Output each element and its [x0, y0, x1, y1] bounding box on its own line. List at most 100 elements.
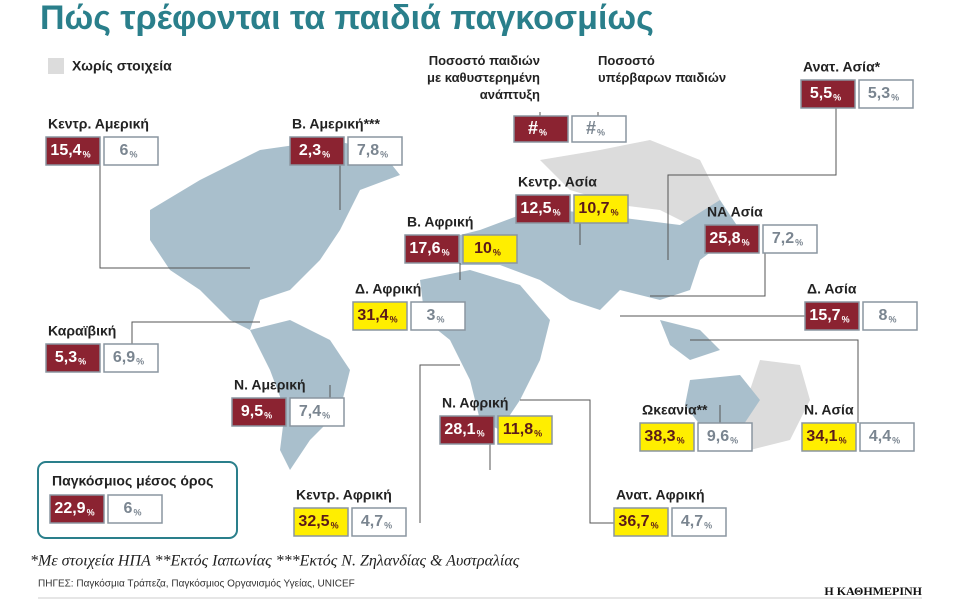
overweight-box [859, 422, 915, 452]
region-name: Καραϊβική [48, 323, 116, 339]
stunting-value: 9,5 [241, 403, 263, 420]
stunting-value: 36,7 [618, 513, 649, 530]
overweight-unit: % [380, 149, 388, 159]
stunting-unit: % [83, 149, 91, 159]
stunting-box [515, 194, 571, 224]
legend-box [513, 115, 569, 143]
region-name: ΝΑ Ασία [707, 204, 763, 220]
overweight-value: 8 [879, 307, 888, 324]
stunting-box [404, 234, 460, 264]
north-america [150, 140, 400, 330]
connector [690, 339, 859, 423]
stunting-value: 25,8 [709, 230, 740, 247]
overweight-box [103, 136, 159, 166]
overweight-box [573, 194, 629, 224]
stunting-unit: % [331, 520, 339, 530]
stunting-box [704, 224, 760, 254]
stunting-unit: % [390, 314, 398, 324]
overweight-box [462, 234, 518, 264]
sources: ΠΗΓΕΣ: Παγκόσμια Τράπεζα, Παγκόσμιος Οργ… [38, 578, 355, 590]
region-name: Κεντρ. Αμερική [48, 116, 149, 132]
overweight-box [347, 136, 403, 166]
world-frame [37, 461, 238, 539]
overweight-box [107, 494, 163, 524]
footnote: *Με στοιχεία ΗΠΑ **Εκτός Ιαπωνίας ***Εκτ… [30, 553, 520, 570]
connector [99, 165, 250, 269]
overweight-value: 6 [124, 500, 133, 517]
stunting-box [45, 136, 101, 166]
overweight-value: 6 [120, 142, 129, 159]
overweight-value: 4,4 [869, 428, 891, 445]
stunting-unit: % [264, 410, 272, 420]
region-name: Ωκεανία** [642, 402, 708, 418]
overweight-unit: % [611, 207, 619, 217]
stunting-box [352, 301, 408, 331]
stunting-box [639, 422, 695, 452]
stunting-unit: % [677, 435, 685, 445]
stunting-unit: % [442, 247, 450, 257]
no-data-swatch [48, 58, 64, 74]
south-america [250, 320, 350, 470]
stunting-box [49, 494, 105, 524]
overweight-box [858, 79, 914, 109]
legend-unit: % [539, 127, 547, 137]
legend-no-data: Χωρίς στοιχεία [72, 58, 172, 74]
stunting-unit: % [477, 428, 485, 438]
overweight-unit: % [704, 520, 712, 530]
overweight-box [862, 301, 918, 331]
stunting-unit: % [322, 149, 330, 159]
stunting-box [800, 79, 856, 109]
overweight-value: 11,8 [503, 421, 533, 438]
overweight-value: 9,6 [707, 428, 729, 445]
overweight-unit: % [493, 247, 501, 257]
stunting-box [45, 343, 101, 373]
stunting-box [801, 422, 857, 452]
overweight-unit: % [892, 435, 900, 445]
overweight-box [671, 507, 727, 537]
overweight-box [497, 415, 553, 445]
stunting-value: 15,4 [50, 142, 81, 159]
stunting-unit: % [651, 520, 659, 530]
stunting-value: 38,3 [644, 428, 675, 445]
stunting-value: 15,7 [809, 307, 840, 324]
stunting-box [439, 415, 495, 445]
stunting-box [289, 136, 345, 166]
connector [520, 399, 614, 524]
region-name: Β. Αμερική*** [292, 116, 380, 132]
overweight-box [351, 507, 407, 537]
australia [685, 375, 760, 430]
legend-placeholder: # [586, 118, 596, 138]
stunting-value: 5,5 [810, 85, 832, 102]
overweight-value: 6,9 [113, 349, 135, 366]
title: Πώς τρέφονται τα παιδιά παγκοσμίως [40, 0, 654, 37]
overweight-unit: % [384, 520, 392, 530]
brand: Η ΚΑΘΗΜΕΡΙΝΗ [824, 584, 922, 598]
overweight-unit: % [888, 314, 896, 324]
region-name: Κεντρ. Ασία [518, 174, 597, 190]
region-name: Κεντρ. Αφρική [296, 487, 392, 503]
region-name: Ανατ. Αφρική [616, 487, 705, 503]
overweight-unit: % [129, 149, 137, 159]
connector [650, 253, 766, 297]
region-name: Ν. Αφρική [442, 395, 508, 411]
stunting-box [293, 507, 349, 537]
stunting-unit: % [78, 356, 86, 366]
region-name: Ν. Ασία [804, 402, 854, 418]
overweight-value: 7,4 [299, 403, 321, 420]
region-name: Ανατ. Ασία* [803, 59, 881, 75]
overweight-unit: % [436, 314, 444, 324]
overweight-box [103, 343, 159, 373]
stunting-unit: % [553, 207, 561, 217]
overweight-value: 10,7 [578, 200, 609, 217]
connector [667, 108, 837, 260]
overweight-value: 7,8 [357, 142, 379, 159]
region-name: Ν. Αμερική [234, 377, 306, 393]
stunting-value: 34,1 [806, 428, 837, 445]
overweight-unit: % [730, 435, 738, 445]
stunting-unit: % [839, 435, 847, 445]
legend-overweight: Ποσοστό υπέρβαρων παιδιών [598, 53, 726, 85]
overweight-value: 10 [474, 240, 492, 257]
stunting-box [231, 397, 287, 427]
stunting-value: 31,4 [357, 307, 388, 324]
overweight-value: 3 [427, 307, 436, 324]
